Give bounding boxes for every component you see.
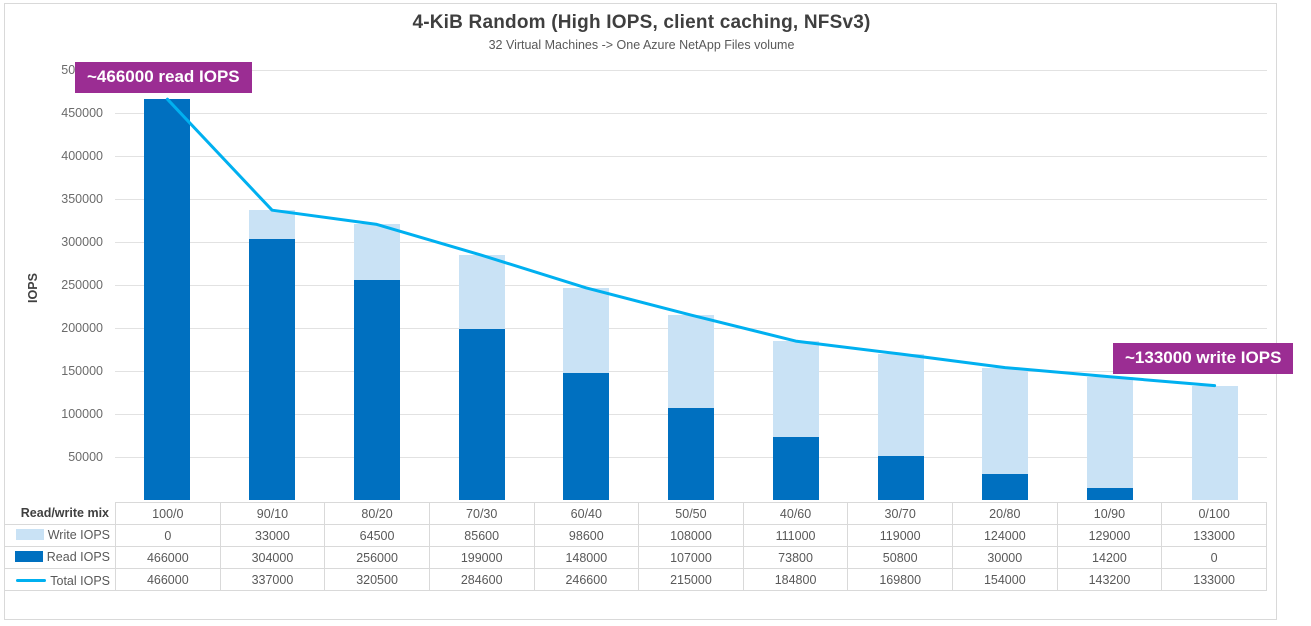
value-cell: 107000 [638, 546, 744, 569]
category-cell: 30/70 [847, 502, 953, 525]
category-cell: 20/80 [952, 502, 1058, 525]
value-cell: 246600 [533, 568, 640, 591]
value-cell: 30000 [952, 546, 1058, 569]
series-label-cell: Read IOPS [4, 546, 116, 569]
value-cell: 73800 [742, 546, 849, 569]
value-cell: 33000 [219, 524, 326, 547]
read-iops-bar [1086, 487, 1133, 500]
write-iops-bar [563, 287, 610, 373]
category-cell: 90/10 [219, 502, 326, 525]
y-tick-label: 150000 [61, 364, 103, 378]
series-label-cell: Write IOPS [4, 524, 116, 547]
y-tick-label: 100000 [61, 407, 103, 421]
value-cell: 304000 [219, 546, 326, 569]
value-cell: 320500 [324, 568, 430, 591]
category-cell: 40/60 [742, 502, 849, 525]
bar-legend-swatch-icon [14, 551, 43, 563]
data-table: Read/write mix 100/0 90/10 80/20 70/30 60/40 5… [4, 502, 1267, 591]
gridline [115, 156, 1267, 157]
category-cell: 70/30 [428, 502, 535, 525]
write-iops-bar [249, 210, 296, 239]
value-cell: 98600 [533, 524, 640, 547]
read-iops-bar [877, 456, 924, 500]
write-iops-bar [772, 341, 819, 437]
table-header-row: Read/write mix 100/0 90/10 80/20 70/30 60/40 5… [4, 502, 1267, 525]
y-tick-label: 400000 [61, 149, 103, 163]
value-cell: 14200 [1056, 546, 1163, 569]
gridline [115, 70, 1267, 71]
value-cell: 215000 [638, 568, 744, 591]
write-iops-bar [458, 255, 505, 329]
value-cell: 50800 [847, 546, 953, 569]
category-cell: 60/40 [533, 502, 640, 525]
read-iops-bar [982, 474, 1029, 500]
line-legend-swatch-icon [16, 579, 47, 583]
read-iops-bar [772, 436, 819, 500]
value-cell: 148000 [533, 546, 640, 569]
write-iops-bar [1086, 376, 1133, 488]
y-axis-label: IOPS [26, 273, 40, 303]
value-cell: 124000 [952, 524, 1058, 547]
value-cell: 337000 [219, 568, 326, 591]
write-iops-bar [877, 354, 924, 457]
read-iops-bar [563, 372, 610, 500]
value-cell: 143200 [1056, 568, 1163, 591]
category-cell: 0/100 [1161, 502, 1267, 525]
chart-subtitle: 32 Virtual Machines -> One Azure NetApp … [488, 38, 795, 52]
value-cell: 184800 [742, 568, 849, 591]
write-iops-callout: ~133000 write IOPS [1113, 343, 1294, 374]
read-iops-callout: ~466000 read IOPS [75, 62, 252, 93]
value-cell: 256000 [324, 546, 430, 569]
value-cell: 0 [1161, 546, 1267, 569]
value-cell: 284600 [428, 568, 535, 591]
category-cell: 100/0 [115, 502, 221, 525]
y-tick-label: 450000 [61, 106, 103, 120]
value-cell: 85600 [428, 524, 535, 547]
write-iops-bar [668, 315, 714, 408]
y-tick-label: 50000 [68, 450, 103, 464]
read-iops-bar [458, 328, 505, 500]
table-row: Write IOPS 0 33000 64500 85600 98600 108000 111… [4, 524, 1267, 547]
series-name: Read IOPS [46, 549, 110, 564]
value-cell: 0 [115, 524, 221, 547]
table-row: Read IOPS 466000 304000 256000 199000 148000 1… [4, 546, 1267, 569]
value-cell: 154000 [952, 568, 1058, 591]
value-cell: 466000 [115, 568, 221, 591]
write-iops-bar [1191, 385, 1238, 500]
value-cell: 108000 [638, 524, 744, 547]
read-iops-bar [353, 279, 400, 500]
read-iops-bar [144, 99, 191, 500]
value-cell: 119000 [847, 524, 953, 547]
value-cell: 466000 [115, 546, 221, 569]
value-cell: 199000 [428, 546, 535, 569]
chart-title: 4-KiB Random (High IOPS, client caching,… [412, 12, 871, 33]
bar-legend-swatch-icon [15, 529, 44, 541]
y-tick-label: 350000 [61, 192, 103, 206]
gridline [115, 199, 1267, 200]
value-cell: 129000 [1056, 524, 1163, 547]
write-iops-bar [982, 367, 1029, 475]
value-cell: 133000 [1161, 524, 1267, 547]
value-cell: 111000 [742, 524, 849, 547]
value-cell: 64500 [324, 524, 430, 547]
y-tick-label: 250000 [61, 278, 103, 292]
read-iops-bar [668, 408, 714, 500]
write-iops-bar [353, 224, 400, 280]
series-name: Total IOPS [50, 573, 110, 588]
series-name: Write IOPS [47, 527, 110, 542]
value-cell: 133000 [1161, 568, 1267, 591]
category-cell: 80/20 [324, 502, 430, 525]
value-cell: 169800 [847, 568, 953, 591]
y-tick-label: 200000 [61, 321, 103, 335]
read-iops-bar [249, 238, 296, 500]
gridline [115, 113, 1267, 114]
table-row: Total IOPS 466000 337000 320500 284600 246600… [4, 568, 1267, 591]
series-label-cell: Total IOPS [4, 568, 116, 591]
category-cell: 10/90 [1056, 502, 1163, 525]
y-tick-label: 300000 [61, 235, 103, 249]
category-cell: 50/50 [638, 502, 744, 525]
read-write-mix-label: Read/write mix [4, 502, 116, 525]
